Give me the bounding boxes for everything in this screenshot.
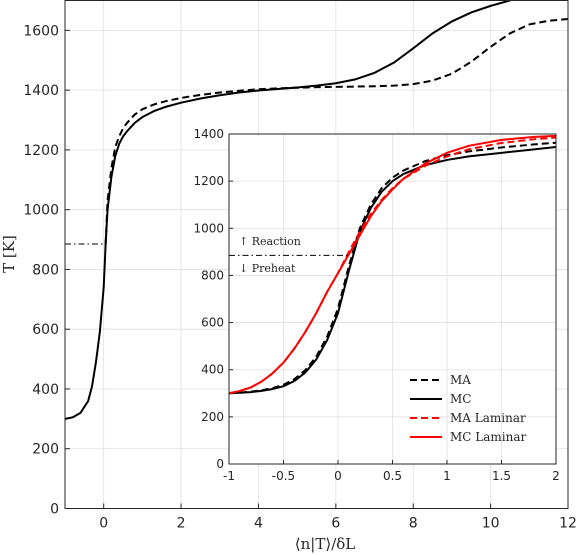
inset-y-tick-label: 1400 bbox=[193, 127, 224, 141]
inset-x-ticks: -1 -0.5 0 0.5 1 1.5 2 bbox=[223, 460, 560, 483]
inset-x-tick-label: 1 bbox=[443, 469, 451, 483]
y-axis-label: T [K] bbox=[0, 235, 18, 273]
main-plot-frame bbox=[64, 0, 569, 509]
inset-y-tick-label: 1000 bbox=[193, 221, 224, 235]
main-x-tick-label: 8 bbox=[409, 516, 418, 532]
main-y-tick-label: 200 bbox=[32, 442, 59, 458]
main-x-tick-label: 12 bbox=[559, 516, 577, 532]
main-x-ticks: 0 2 4 6 8 10 12 bbox=[99, 503, 577, 532]
main-x-tick-label: 10 bbox=[482, 516, 500, 532]
inset-y-ticks: 0 200 400 600 800 1000 1200 1400 bbox=[193, 127, 233, 471]
inset-x-tick-label: -0.5 bbox=[272, 469, 295, 483]
legend-label: MC bbox=[450, 392, 471, 406]
main-y-tick-label: 1400 bbox=[23, 83, 59, 99]
inset-annotation-reaction: ↑ Reaction bbox=[239, 235, 301, 248]
main-y-tick-label: 0 bbox=[50, 502, 59, 518]
inset-y-tick-label: 200 bbox=[201, 410, 224, 424]
inset-annotation-preheat: ↓ Preheat bbox=[239, 262, 296, 275]
inset-x-tick-label: 0 bbox=[334, 469, 342, 483]
inset-legend: MA MC MA Laminar MC Laminar bbox=[410, 373, 527, 444]
inset-y-tick-label: 1200 bbox=[193, 174, 224, 188]
main-y-tick-label: 600 bbox=[32, 322, 59, 338]
inset-series-mc bbox=[229, 145, 556, 395]
inset-series-mc-laminar bbox=[229, 134, 556, 395]
inset-x-tick-label: 0.5 bbox=[383, 469, 402, 483]
main-x-tick-label: 4 bbox=[254, 516, 263, 532]
main-x-tick-label: 0 bbox=[99, 516, 108, 532]
inset-y-tick-label: 800 bbox=[201, 268, 224, 282]
main-series-mc bbox=[65, 0, 511, 420]
inset-x-tick-label: -1 bbox=[223, 469, 235, 483]
inset-y-tick-label: 600 bbox=[201, 316, 224, 330]
inset-x-tick-label: 2 bbox=[552, 469, 560, 483]
main-y-tick-label: 1000 bbox=[23, 203, 59, 219]
main-y-ticks: 0 200 400 600 800 1000 1200 1400 1600 bbox=[23, 23, 70, 518]
inset-series-layer bbox=[229, 134, 556, 395]
inset-x-tick-label: 1.5 bbox=[492, 469, 511, 483]
inset-y-tick-label: 400 bbox=[201, 363, 224, 377]
main-x-tick-label: 2 bbox=[177, 516, 186, 532]
main-series-layer bbox=[65, 0, 568, 420]
x-axis-label: ⟨n|T⟩/δL bbox=[295, 535, 356, 553]
main-y-tick-label: 800 bbox=[32, 262, 59, 278]
main-y-tick-label: 1600 bbox=[23, 23, 59, 39]
legend-label: MC Laminar bbox=[450, 430, 527, 444]
main-series-ma bbox=[104, 18, 568, 245]
main-y-tick-label: 1200 bbox=[23, 143, 59, 159]
main-x-tick-label: 6 bbox=[331, 516, 340, 532]
legend-label: MA Laminar bbox=[450, 411, 526, 425]
main-y-tick-label: 400 bbox=[32, 382, 59, 398]
inset-y-tick-label: 0 bbox=[216, 457, 224, 471]
legend-label: MA bbox=[450, 373, 471, 387]
